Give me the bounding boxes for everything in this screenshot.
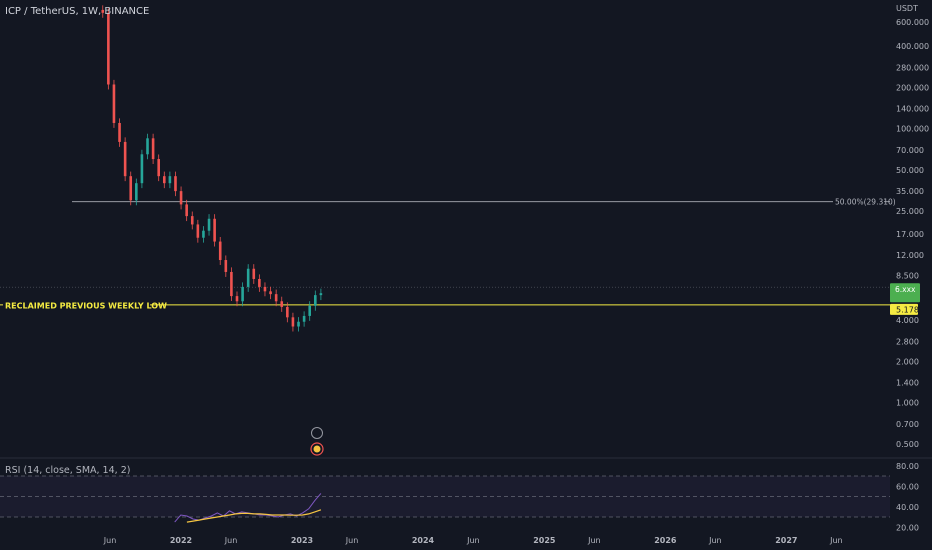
time-tick-label: 2027 [775, 536, 797, 545]
candle-body[interactable] [263, 286, 267, 292]
candle-body[interactable] [269, 291, 272, 295]
candles[interactable] [101, 5, 323, 332]
time-tick-label: Jun [587, 536, 601, 545]
candle-body[interactable] [118, 122, 121, 142]
price-tick-label: 0.500 [896, 440, 919, 449]
candle-body[interactable] [246, 268, 250, 287]
dividend-event-icon[interactable] [311, 427, 323, 439]
candle-body[interactable] [157, 159, 160, 177]
candle-body[interactable] [179, 191, 183, 205]
fib-50-label: 50.00%(29.310) [835, 198, 896, 207]
earnings-event-dot [313, 445, 321, 453]
currency-label: USDT [896, 4, 918, 13]
price-tick-label: 17.000 [896, 230, 924, 239]
candle-body[interactable] [207, 218, 211, 231]
price-tick-label: 1.000 [896, 399, 919, 408]
price-tags: 6.xxx 5.178 [890, 283, 920, 315]
candle-body[interactable] [140, 154, 144, 184]
price-tick-label: 25.000 [896, 207, 924, 216]
price-tick-label: 200.000 [896, 83, 929, 92]
support-price-tag [890, 303, 918, 315]
time-tick-label: Jun [466, 536, 480, 545]
candle-body[interactable] [252, 268, 256, 279]
time-tick-label: Jun [103, 536, 117, 545]
price-tick-label: 2.000 [896, 357, 919, 366]
time-tick-label: Jun [224, 536, 238, 545]
candle-body[interactable] [202, 230, 205, 238]
time-tick-label: 2024 [412, 536, 435, 545]
candle-body[interactable] [241, 286, 244, 302]
candle-body[interactable] [135, 183, 138, 201]
candle-body[interactable] [162, 176, 166, 184]
rsi-tick-label: 40.00 [896, 503, 919, 512]
time-tick-label: Jun [708, 536, 722, 545]
candle-body[interactable] [218, 241, 222, 261]
candle-body[interactable] [190, 216, 194, 225]
candle-body[interactable] [302, 315, 306, 322]
event-markers[interactable] [310, 427, 324, 456]
candle-body[interactable] [280, 301, 284, 307]
time-tick-label: Jun [345, 536, 359, 545]
candle-body[interactable] [174, 176, 177, 192]
price-tick-label: 1.400 [896, 379, 919, 388]
candle-body[interactable] [129, 176, 133, 201]
candle-body[interactable] [107, 12, 110, 85]
candle-body[interactable] [112, 84, 116, 123]
time-tick-label: 2022 [170, 536, 192, 545]
rsi-legend[interactable]: RSI (14, close, SMA, 14, 2) [5, 465, 131, 476]
time-tick-label: 2026 [654, 536, 677, 545]
candle-body[interactable] [123, 141, 127, 177]
time-tick-label: Jun [829, 536, 843, 545]
symbol-legend[interactable]: ICP / TetherUS, 1W, BINANCE [5, 6, 150, 17]
candle-body[interactable] [213, 218, 216, 242]
price-tick-label: 70.000 [896, 146, 924, 155]
support-price-tag-label: 5.178 [896, 305, 919, 314]
rsi-pane[interactable] [0, 475, 890, 523]
candle-body[interactable] [146, 138, 149, 155]
rsi-tick-label: 60.00 [896, 482, 919, 491]
price-tick-label: 0.700 [896, 420, 919, 429]
candle-body[interactable] [151, 138, 155, 160]
candle-body[interactable] [319, 293, 323, 296]
price-tick-label: 600.000 [896, 18, 929, 27]
price-tick-label: 12.000 [896, 251, 924, 260]
candle-body[interactable] [224, 260, 228, 272]
candle-body[interactable] [230, 271, 233, 297]
price-axis[interactable]: 600.000 400.000 280.000 200.000 140.000 100.0… [896, 18, 929, 449]
candle-body[interactable] [297, 321, 300, 327]
candle-body[interactable] [291, 317, 295, 327]
candle-body[interactable] [235, 296, 239, 302]
price-tick-label: 140.000 [896, 105, 929, 114]
price-tick-label: 2.800 [896, 337, 919, 346]
candle-body[interactable] [258, 278, 261, 287]
time-axis[interactable]: Jun 2022 Jun 2023 Jun 2024 Jun 2025 Jun 2026 Jun 20… [103, 536, 843, 545]
time-tick-label: 2025 [533, 536, 556, 545]
price-tick-label: 35.000 [896, 187, 924, 196]
price-tick-label: 8.500 [896, 271, 919, 280]
rsi-tick-label: 80.00 [896, 462, 919, 471]
candle-body[interactable] [286, 306, 289, 318]
price-tick-label: 400.000 [896, 42, 929, 51]
last-price-tag [890, 283, 920, 303]
candle-body[interactable] [185, 204, 188, 217]
horizontal-lines[interactable]: 50.00%(29.310) RECLAIMED PREVIOUS WEEKLY … [0, 198, 896, 311]
last-price-tag-label: 6.xxx [895, 285, 916, 294]
time-tick-label: 2023 [291, 536, 313, 545]
support-label: RECLAIMED PREVIOUS WEEKLY LOW [5, 301, 167, 310]
price-tick-label: 280.000 [896, 63, 929, 72]
candle-body[interactable] [308, 305, 312, 316]
price-tick-label: 50.000 [896, 166, 924, 175]
candle-body[interactable] [314, 295, 317, 306]
candle-body[interactable] [168, 176, 172, 184]
rsi-tick-label: 20.00 [896, 523, 919, 532]
candle-body[interactable] [196, 224, 200, 238]
price-tick-label: 4.000 [896, 316, 919, 325]
candle-body[interactable] [274, 294, 278, 302]
candle-body[interactable] [101, 9, 105, 13]
rsi-axis[interactable]: 80.00 60.00 40.00 20.00 [896, 462, 919, 533]
price-tick-label: 100.000 [896, 125, 929, 134]
rsi-ma-line[interactable] [186, 509, 322, 523]
